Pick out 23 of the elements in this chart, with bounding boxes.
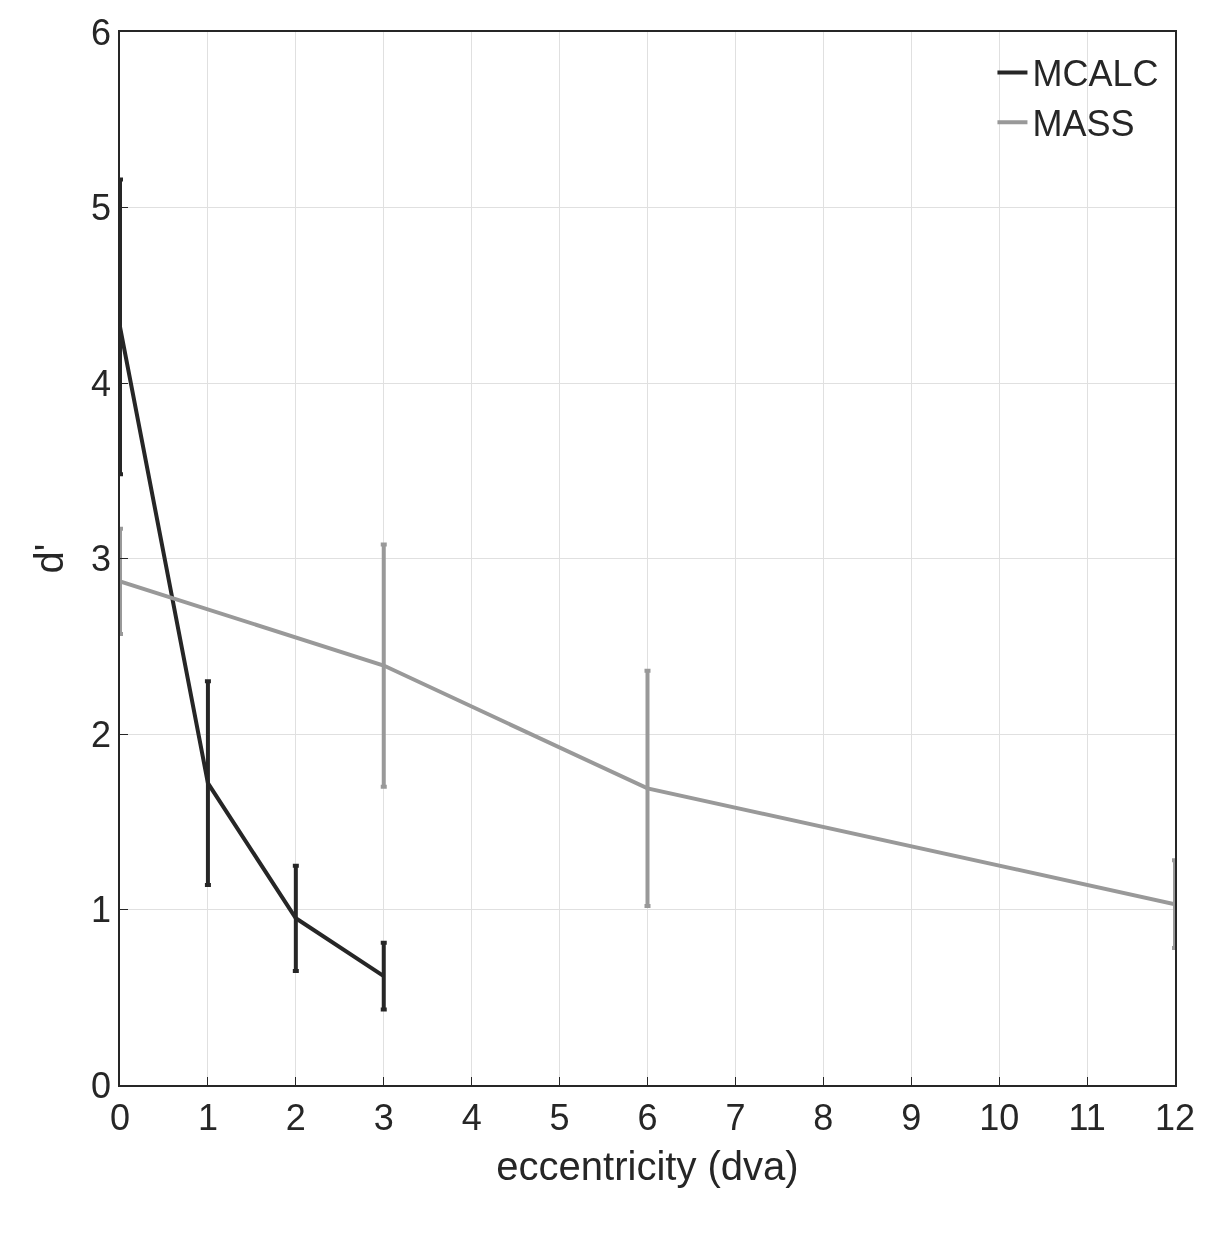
y-tick-label: 4 bbox=[91, 362, 112, 404]
y-axis-title: d' bbox=[27, 543, 72, 574]
x-tick-label: 1 bbox=[197, 1096, 218, 1138]
y-tick-label: 6 bbox=[91, 11, 112, 53]
x-tick-label: 5 bbox=[549, 1096, 570, 1138]
x-tick-label: 8 bbox=[813, 1096, 834, 1138]
x-tick-label: 12 bbox=[1154, 1096, 1196, 1138]
x-tick-label: 3 bbox=[373, 1096, 394, 1138]
legend-label: MASS bbox=[1032, 103, 1135, 145]
y-tick-label: 5 bbox=[91, 187, 112, 229]
x-tick-label: 2 bbox=[285, 1096, 306, 1138]
x-axis-title: eccentricity (dva) bbox=[496, 1143, 799, 1188]
x-tick-label: 4 bbox=[461, 1096, 482, 1138]
legend-label: MCALC bbox=[1032, 53, 1159, 95]
x-tick-label: 9 bbox=[901, 1096, 922, 1138]
x-tick-label: 6 bbox=[637, 1096, 658, 1138]
y-tick-label: 2 bbox=[91, 713, 112, 755]
x-tick-label: 7 bbox=[725, 1096, 746, 1138]
y-tick-label: 3 bbox=[91, 538, 112, 580]
x-tick-label: 10 bbox=[979, 1096, 1020, 1138]
y-tick-label: 1 bbox=[91, 889, 112, 931]
x-tick-label: 11 bbox=[1068, 1096, 1106, 1138]
y-tick-label: 0 bbox=[91, 1064, 112, 1106]
